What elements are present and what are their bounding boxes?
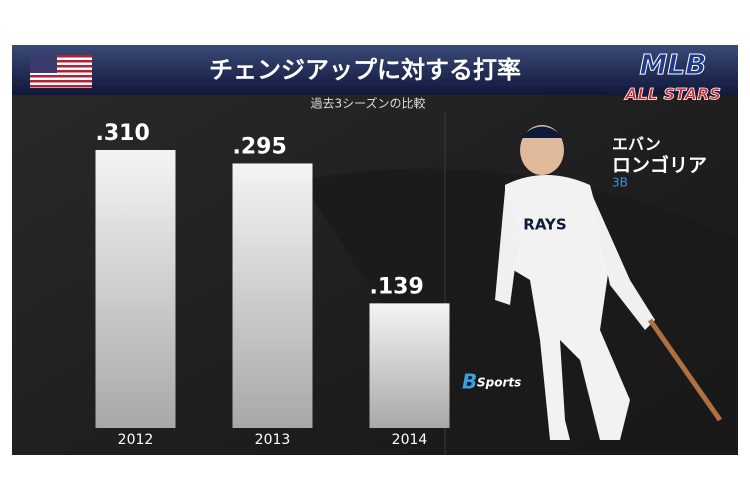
value-label: .310: [96, 121, 150, 146]
flag: [30, 55, 92, 88]
bar: [369, 303, 450, 428]
value-label: .139: [370, 274, 424, 299]
bar: [232, 163, 313, 429]
player-name: エバン: [612, 135, 661, 154]
watermark-text: Sports: [477, 376, 521, 390]
x-tick-label: 2013: [255, 432, 291, 448]
player-photo: RAYS: [495, 125, 723, 440]
svg-text:RAYS: RAYS: [523, 216, 566, 234]
bar: [95, 150, 176, 428]
x-tick-label: 2012: [118, 432, 154, 448]
chart-title: チェンジアップに対する打率: [209, 56, 521, 84]
logo-line1: MLB: [639, 48, 706, 81]
player-position: 3B: [612, 176, 628, 190]
watermark-mark: B: [462, 370, 477, 394]
player-name: ロンゴリア: [612, 154, 707, 177]
header-bar: [12, 45, 738, 95]
logo: MLB ALL STARS: [623, 48, 722, 104]
chart-subtitle: 過去3シーズンの比較: [310, 96, 425, 111]
value-label: .295: [233, 134, 287, 159]
x-tick-label: 2014: [392, 432, 428, 448]
logo-line2: ALL STARS: [623, 85, 721, 104]
swoosh: [300, 168, 738, 456]
